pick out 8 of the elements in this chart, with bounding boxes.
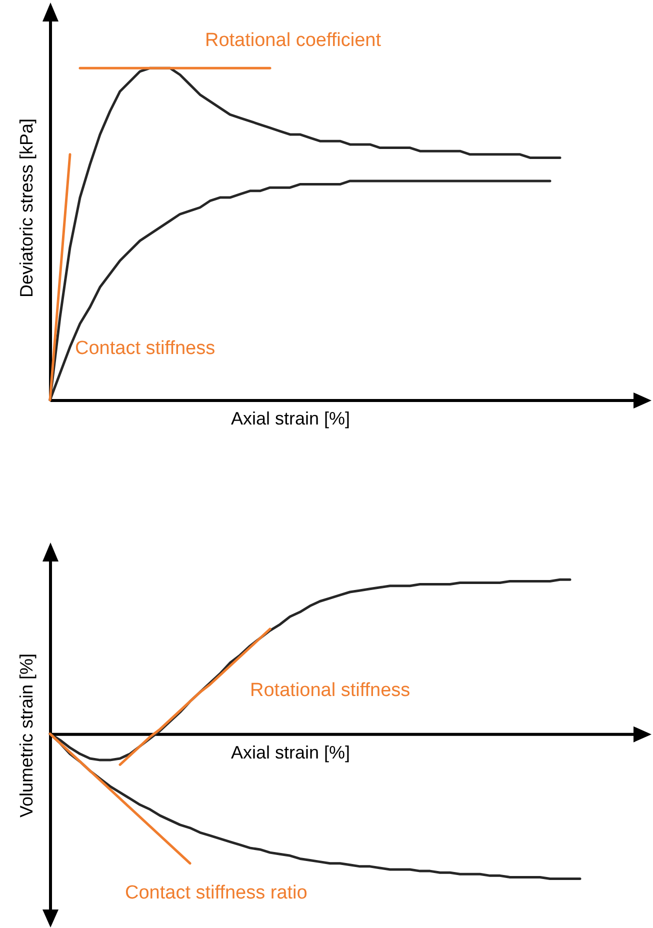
series-label: Rotational coefficient [204, 30, 382, 52]
series-label: Contact stiffness [75, 338, 216, 359]
y-axis-title: Volumetric strain [%] [16, 653, 36, 818]
series-label: Rotational stiffness [250, 680, 410, 702]
x-axis-title: Axial strain [%] [230, 742, 350, 762]
y-axis-title: Deviatoric stress [kPa] [16, 118, 36, 298]
x-axis-title: Axial strain [%] [230, 408, 350, 428]
text: Contact stiffness ratio [125, 882, 308, 904]
